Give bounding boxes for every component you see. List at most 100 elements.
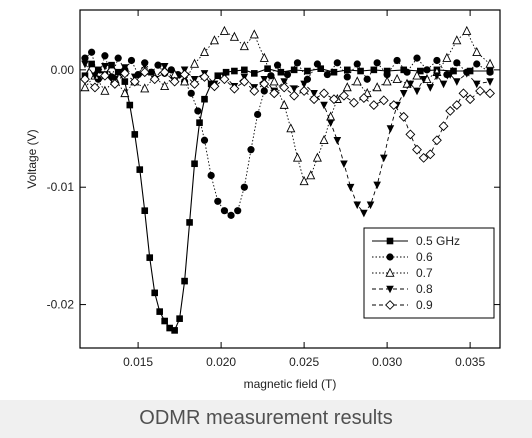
data-point (393, 56, 401, 65)
data-point (339, 90, 349, 101)
data-point (372, 82, 382, 92)
data-point (313, 60, 321, 68)
data-point (147, 68, 155, 76)
data-point (273, 61, 282, 69)
data-point (445, 105, 456, 116)
data-point (199, 71, 210, 82)
series-0-8 (81, 60, 494, 218)
data-point (452, 35, 462, 45)
legend-label: 0.5 GHz (416, 234, 460, 248)
data-point (348, 97, 359, 108)
data-point (346, 183, 355, 192)
data-point (485, 88, 495, 99)
data-point (279, 82, 290, 93)
data-point (433, 56, 441, 65)
legend-entry-0-8: 0.8 (372, 282, 433, 296)
data-point (191, 160, 198, 168)
legend-entry-0-9: 0.9 (372, 298, 433, 312)
legend-label: 0.6 (416, 250, 433, 264)
data-point (186, 219, 193, 226)
data-point (81, 60, 89, 69)
data-point (249, 29, 259, 39)
data-point (254, 110, 262, 119)
data-point (431, 135, 442, 146)
legend-marker (385, 300, 395, 310)
data-point (426, 84, 435, 92)
data-point (485, 58, 495, 68)
chart-panel: 0.015 0.020 0.025 0.030 0.035 0.00 -0.01 -0.02 m… (25, 9, 501, 391)
data-point (290, 85, 298, 93)
legend-label: 0.7 (416, 266, 433, 280)
data-point (160, 63, 169, 71)
data-point (121, 64, 129, 72)
data-point (264, 65, 271, 72)
data-point (333, 136, 342, 145)
data-point (81, 54, 89, 62)
data-point (450, 67, 457, 75)
data-point (386, 125, 395, 133)
data-point (207, 80, 215, 88)
series-0-5-ghz (81, 60, 494, 334)
data-point (358, 93, 369, 103)
data-point (406, 80, 415, 89)
data-point (423, 66, 431, 74)
data-point (114, 68, 122, 76)
data-point (340, 160, 348, 169)
data-point (269, 88, 280, 99)
legend-entry-0-5-ghz: 0.5 GHz (372, 234, 460, 248)
data-point (260, 87, 268, 95)
legend-label: 0.9 (416, 298, 433, 312)
data-point (366, 201, 375, 210)
data-point (214, 72, 222, 80)
data-point (373, 181, 381, 190)
data-point (129, 76, 140, 87)
data-point (417, 67, 424, 75)
x-tick-label: 0.015 (123, 355, 153, 369)
data-point (342, 82, 352, 92)
data-point (382, 76, 392, 86)
data-point (353, 60, 361, 68)
y-tick-label: -0.01 (47, 180, 75, 194)
data-point (229, 83, 240, 94)
data-point (388, 100, 399, 110)
chart-canvas: 0.015 0.020 0.025 0.030 0.035 0.00 -0.01 -0.02 m… (25, 9, 501, 391)
data-point (317, 65, 325, 72)
data-point (475, 86, 486, 96)
data-point (156, 308, 163, 315)
data-point (108, 61, 115, 69)
data-point (438, 121, 449, 132)
data-point (169, 76, 180, 87)
data-point (239, 76, 250, 87)
legend-marker (386, 285, 394, 294)
data-point (383, 70, 391, 79)
data-point (462, 70, 471, 78)
data-point (300, 80, 308, 89)
legend: 0.5 GHz 0.6 0.7 0.8 0.9 (363, 227, 495, 319)
legend-entry-0-6: 0.6 (372, 250, 433, 264)
data-point (289, 90, 300, 101)
data-point (306, 170, 316, 180)
series-0-7 (80, 25, 495, 186)
series-layer (80, 25, 495, 334)
data-point (167, 66, 175, 74)
data-point (180, 76, 190, 86)
data-point (310, 90, 318, 98)
legend-label: 0.8 (416, 282, 433, 296)
data-point (249, 86, 260, 96)
data-point (323, 70, 331, 79)
data-point (373, 59, 381, 67)
data-point (412, 70, 422, 80)
data-point (458, 88, 469, 99)
data-point (299, 86, 310, 96)
y-tick-label: 0.00 (51, 63, 75, 77)
data-point (100, 85, 110, 95)
data-point (94, 66, 102, 74)
data-point (247, 146, 255, 154)
data-point (379, 154, 388, 163)
data-point (179, 69, 190, 80)
data-point (101, 52, 109, 60)
series-line-0-9 (84, 71, 491, 159)
data-point (293, 59, 302, 67)
data-point (398, 111, 409, 122)
